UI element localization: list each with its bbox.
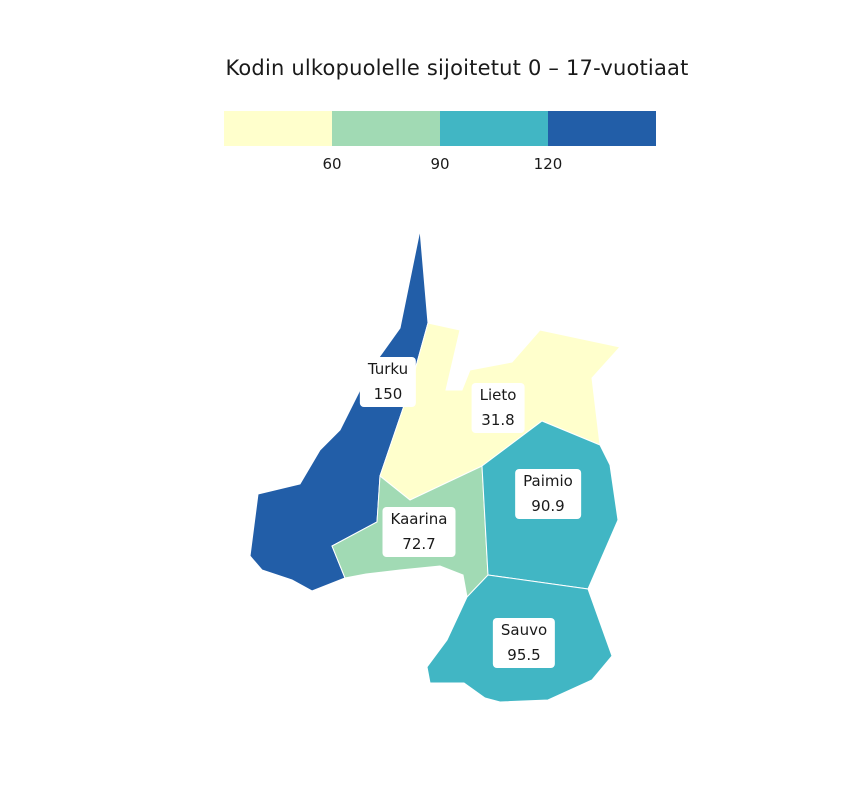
region-value: 90.9 bbox=[531, 497, 565, 515]
color-legend bbox=[224, 111, 656, 146]
region-name: Kaarina bbox=[390, 510, 448, 528]
region-value: 72.7 bbox=[402, 535, 436, 553]
legend-bin-1 bbox=[224, 111, 332, 146]
region-value: 150 bbox=[373, 385, 403, 403]
region-name: Turku bbox=[367, 360, 409, 378]
legend-tick: 90 bbox=[430, 155, 450, 173]
region-name: Lieto bbox=[479, 386, 517, 404]
legend-tick: 60 bbox=[322, 155, 342, 173]
legend-bin-4 bbox=[548, 111, 656, 146]
map-title: Kodin ulkopuolelle sijoitetut 0 – 17-vuo… bbox=[225, 56, 689, 80]
region-name: Sauvo bbox=[500, 621, 548, 639]
region-name: Paimio bbox=[523, 472, 573, 490]
region-label-sauvo: Sauvo 95.5 bbox=[492, 618, 556, 668]
legend-tick: 120 bbox=[533, 155, 563, 173]
region-label-paimio: Paimio 90.9 bbox=[515, 469, 581, 519]
region-label-lieto: Lieto 31.8 bbox=[471, 383, 525, 433]
legend-bin-3 bbox=[440, 111, 548, 146]
legend-bin-2 bbox=[332, 111, 440, 146]
region-label-kaarina: Kaarina 72.7 bbox=[382, 507, 456, 557]
region-label-turku: Turku 150 bbox=[359, 357, 417, 407]
region-value: 31.8 bbox=[481, 411, 515, 429]
region-value: 95.5 bbox=[507, 646, 541, 664]
